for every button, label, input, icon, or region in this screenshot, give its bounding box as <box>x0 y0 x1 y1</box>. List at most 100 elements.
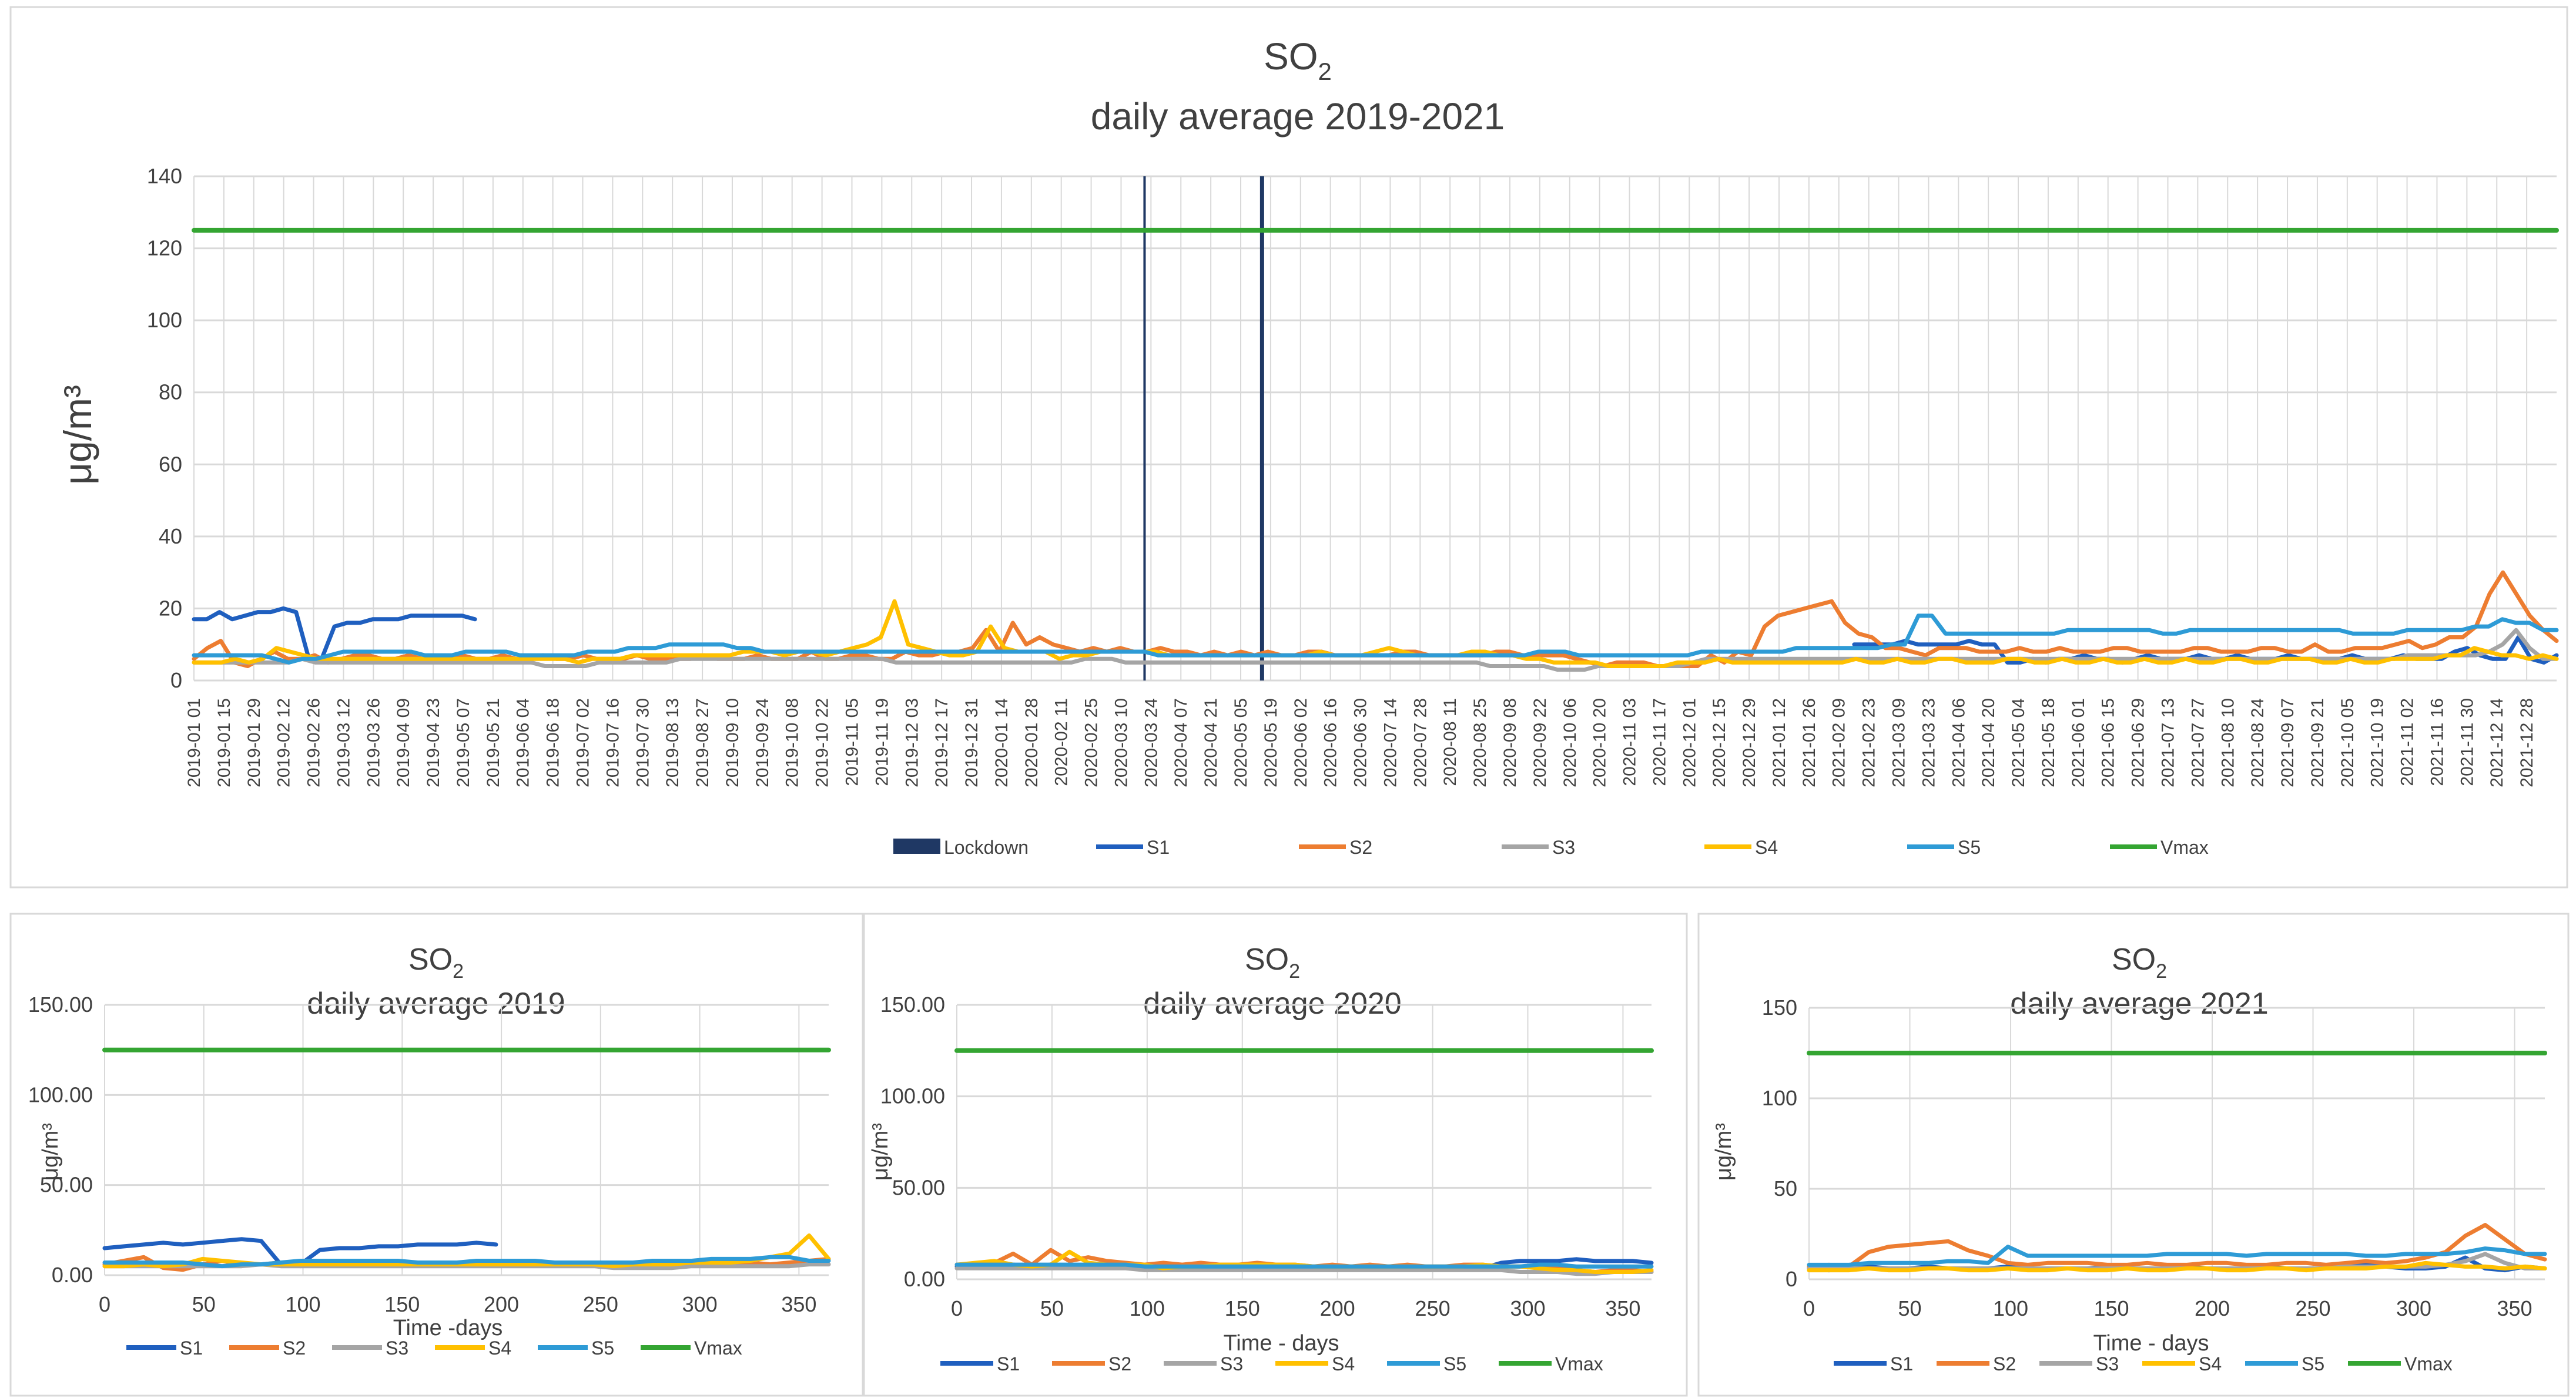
legend-label: S2 <box>1108 1353 1131 1374</box>
x-tick-label: 2021-12 28 <box>2517 698 2537 787</box>
x-tick-label: 2021-09 21 <box>2308 698 2327 787</box>
x-tick-label: 2020-11 03 <box>1620 698 1640 786</box>
chart-2020-x-axis-label: Time - days <box>1223 1331 1339 1356</box>
x-tick-label: 300 <box>1510 1296 1545 1320</box>
x-tick-label: 2019-10 22 <box>813 698 832 787</box>
y-tick-label: 100.00 <box>880 1084 945 1108</box>
x-tick-label: 2021-08 24 <box>2248 698 2267 787</box>
x-tick-label: 2019-01 15 <box>215 698 234 787</box>
legend-label: S5 <box>1443 1353 1466 1374</box>
y-tick-label: 140 <box>147 164 182 188</box>
x-tick-label: 2020-08 11 <box>1441 698 1460 786</box>
x-tick-label: 2020-07 28 <box>1411 698 1430 787</box>
series-line-s4 <box>102 1233 831 1269</box>
x-tick-label: 2021-01 26 <box>1800 698 1819 787</box>
legend-label: S4 <box>2199 1353 2222 1374</box>
x-tick-label: 2019-11 19 <box>872 698 892 786</box>
x-tick-label: 2021-08 10 <box>2218 698 2237 787</box>
x-tick-label: 50 <box>1898 1296 1921 1320</box>
x-tick-label: 2019-06 18 <box>544 698 563 787</box>
x-tick-label: 2019-02 26 <box>304 698 324 787</box>
legend-label: S1 <box>1890 1353 1913 1374</box>
x-tick-label: 2020-10 20 <box>1590 698 1610 787</box>
chart-2019-title: SO2 <box>408 943 464 983</box>
chart-2019-frame <box>9 913 864 1397</box>
y-tick-label: 60 <box>159 452 182 476</box>
y-tick-label: 0.00 <box>904 1267 945 1291</box>
x-tick-label: 2019-04 09 <box>394 698 413 787</box>
legend-label: S4 <box>1332 1353 1355 1374</box>
x-tick-label: 2020-12 29 <box>1740 698 1759 787</box>
x-tick-label: 2021-07 27 <box>2188 698 2207 787</box>
x-tick-label: 2020-11 17 <box>1650 698 1669 786</box>
legend-entry-s1: S1 <box>940 1353 1020 1374</box>
legend-entry-s5: S5 <box>2245 1353 2324 1374</box>
x-tick-label: 300 <box>2396 1296 2431 1320</box>
series-line-s5 <box>192 613 2559 665</box>
x-tick-label: 2021-11 02 <box>2398 698 2417 786</box>
legend-label: S1 <box>180 1337 203 1359</box>
legend-label: S4 <box>488 1337 511 1359</box>
y-tick-label: 0 <box>1786 1267 1797 1291</box>
x-tick-label: 2021-05 04 <box>2009 698 2028 787</box>
x-tick-label: 2020-01 28 <box>1022 698 1041 787</box>
main-title: SO2 <box>1264 35 1332 85</box>
legend-entry-vmax: Vmax <box>2348 1353 2453 1374</box>
main-chart-frame <box>9 6 2568 889</box>
x-tick-label: 2021-07 13 <box>2158 698 2178 787</box>
x-tick-label: 2019-12 03 <box>902 698 922 787</box>
series-line-s5 <box>954 1262 1654 1269</box>
x-tick-label: 150 <box>1225 1296 1260 1320</box>
legend-entry-lockdown: Lockdown <box>893 837 1029 858</box>
y-tick-label: 100 <box>1762 1086 1797 1110</box>
x-tick-label: 50 <box>1040 1296 1064 1320</box>
x-tick-label: 300 <box>682 1292 718 1316</box>
x-tick-label: 250 <box>2295 1296 2330 1320</box>
y-tick-label: 40 <box>159 524 182 548</box>
chart-2021: SO2 daily average 2021 μg/m³ Time - days… <box>1711 943 2547 1374</box>
x-tick-label: 2021-02 09 <box>1830 698 1849 787</box>
x-tick-label: 2021-02 23 <box>1860 698 1879 787</box>
main-y-axis-label: μg/m³ <box>56 385 99 485</box>
x-tick-label: 2020-05 05 <box>1231 698 1251 787</box>
legend-entry-s1: S1 <box>126 1337 203 1359</box>
legend-entry-s3: S3 <box>1164 1353 1243 1374</box>
x-tick-label: 2019-07 30 <box>633 698 652 787</box>
x-tick-label: 2020-06 30 <box>1351 698 1371 787</box>
x-tick-label: 2021-04 20 <box>1979 698 1998 787</box>
legend-entry-vmax: Vmax <box>2110 837 2209 858</box>
series-line-s5 <box>1807 1245 2547 1267</box>
y-tick-label: 20 <box>159 596 182 620</box>
legend-label: S5 <box>2302 1353 2324 1374</box>
x-tick-label: 150 <box>384 1292 420 1316</box>
x-tick-label: 2021-10 19 <box>2368 698 2387 787</box>
x-tick-label: 200 <box>1320 1296 1355 1320</box>
legend-entry-s2: S2 <box>1299 837 1372 858</box>
x-tick-label: 2019-08 27 <box>693 698 712 787</box>
x-tick-label: 2020-12 01 <box>1680 698 1699 787</box>
x-tick-label: 0 <box>951 1296 963 1320</box>
legend-label: S3 <box>1220 1353 1243 1374</box>
x-tick-label: 2019-09 24 <box>753 698 772 787</box>
x-tick-label: 2021-06 15 <box>2099 698 2118 787</box>
legend-entry-s4: S4 <box>1704 837 1778 858</box>
x-tick-label: 0 <box>1803 1296 1815 1320</box>
x-tick-label: 2019-11 05 <box>842 698 862 786</box>
x-tick-label: 2020-09 08 <box>1500 698 1520 787</box>
chart-2020-frame <box>863 913 1688 1397</box>
x-tick-label: 2021-12 14 <box>2487 698 2507 787</box>
legend-label: Vmax <box>2160 837 2209 858</box>
x-tick-label: 2021-01 12 <box>1770 698 1789 787</box>
series-line-s2 <box>1807 1223 2547 1269</box>
legend-entry-s5: S5 <box>1387 1353 1466 1374</box>
y-tick-label: 0 <box>170 668 182 692</box>
x-tick-label: 2020-02 25 <box>1082 698 1101 787</box>
x-tick-label: 2020-03 24 <box>1141 698 1161 787</box>
x-tick-label: 2020-06 02 <box>1291 698 1311 787</box>
x-tick-label: 50 <box>192 1292 216 1316</box>
chart-2020-subtitle: daily average 2020 <box>1143 987 1401 1021</box>
legend-label: Vmax <box>2404 1353 2453 1374</box>
x-tick-label: 2021-03 09 <box>1890 698 1909 787</box>
chart-2019-y-axis-label: μg/m³ <box>38 1123 63 1181</box>
